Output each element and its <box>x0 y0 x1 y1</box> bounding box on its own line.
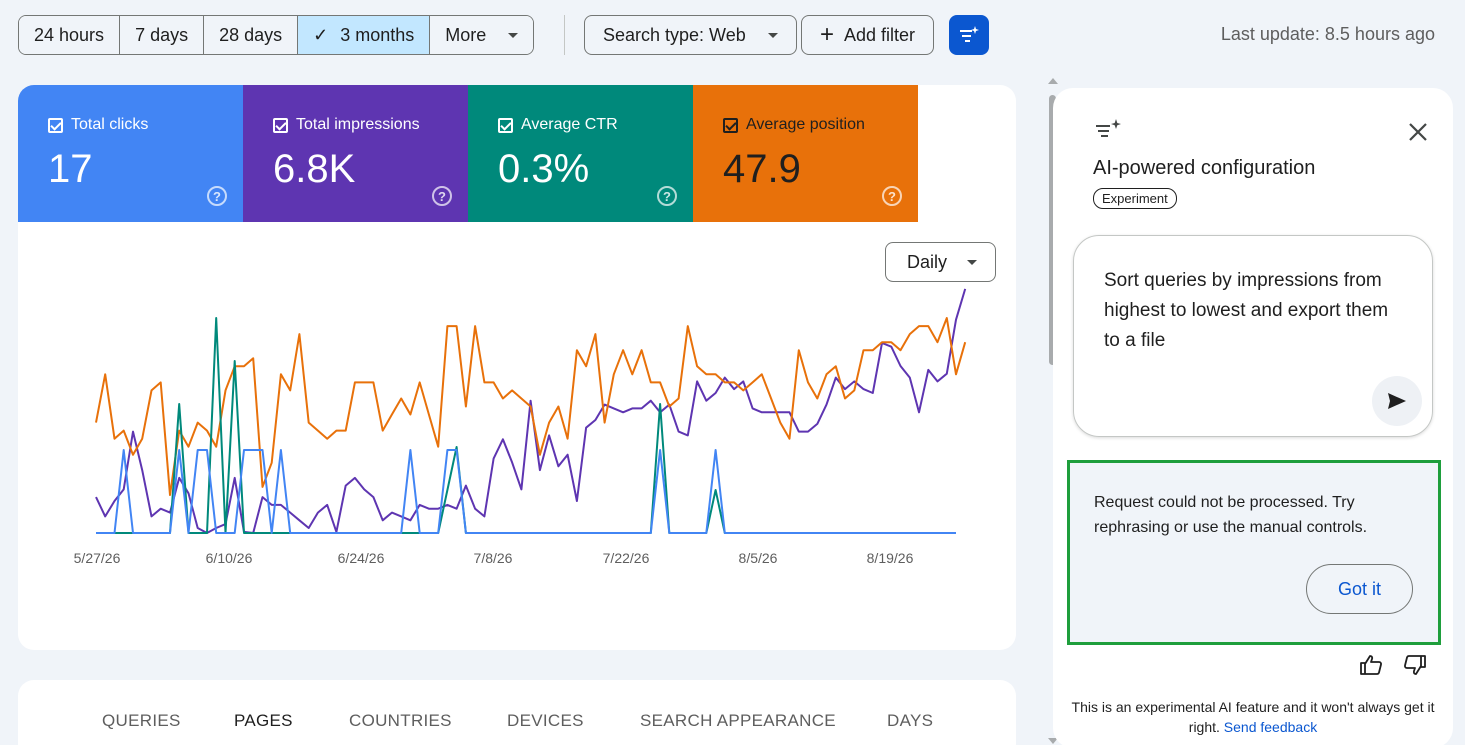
range-more-dropdown[interactable]: More <box>430 16 534 54</box>
scrollbar-thumb[interactable] <box>1049 95 1056 365</box>
x-tick-label: 8/19/26 <box>867 550 914 566</box>
thumbs-up-icon[interactable] <box>1359 654 1383 676</box>
help-icon[interactable]: ? <box>657 186 677 206</box>
metric-label: Total clicks <box>71 116 149 133</box>
experiment-badge: Experiment <box>1093 188 1177 209</box>
tab-pages[interactable]: PAGES <box>234 711 293 730</box>
tab-devices[interactable]: DEVICES <box>507 711 584 730</box>
range-label: 3 months <box>340 24 415 45</box>
series-line-total-clicks <box>96 449 956 534</box>
performance-chart: 5/27/26 6/10/26 6/24/26 7/8/26 7/22/26 8/5/26… <box>74 288 967 566</box>
granularity-label: Daily <box>907 251 948 272</box>
metric-average-ctr[interactable]: Average CTR 0.3% ? <box>468 85 693 222</box>
search-type-dropdown[interactable]: Search type: Web <box>584 15 797 55</box>
checkbox-icon <box>48 117 63 133</box>
x-tick-label: 6/24/26 <box>338 550 385 566</box>
got-it-button[interactable]: Got it <box>1306 564 1413 614</box>
x-tick-label: 5/27/26 <box>74 550 121 566</box>
ai-config-button[interactable] <box>949 15 989 55</box>
checkbox-icon <box>498 117 513 133</box>
tab-queries[interactable]: QUERIES <box>102 711 181 730</box>
metric-value: 6.8K <box>273 147 356 191</box>
tab-days[interactable]: DAYS <box>887 711 934 730</box>
caret-down-icon <box>508 32 519 38</box>
prompt-text[interactable]: Sort queries by impressions from highest… <box>1104 270 1389 351</box>
caret-down-icon <box>767 32 778 38</box>
range-7-days[interactable]: 7 days <box>120 16 205 54</box>
range-label: 24 hours <box>34 24 105 45</box>
prompt-input[interactable]: Sort queries by impressions from highest… <box>1073 235 1433 437</box>
error-message-box: Request could not be processed. Try reph… <box>1067 460 1441 645</box>
metric-value: 47.9 <box>723 147 801 191</box>
metric-value: 0.3% <box>498 147 590 191</box>
send-icon <box>1388 393 1406 409</box>
series-line-average-position <box>95 317 967 496</box>
disclaimer: This is an experimental AI feature and i… <box>1063 697 1443 737</box>
granularity-dropdown[interactable]: Daily <box>885 242 996 282</box>
x-tick-label: 6/10/26 <box>206 550 253 566</box>
checkbox-icon <box>723 117 738 133</box>
metric-total-clicks[interactable]: Total clicks 17 ? <box>18 85 243 222</box>
metric-average-position[interactable]: Average position 47.9 ? <box>693 85 918 222</box>
series-line-average-ctr <box>96 317 956 534</box>
x-tick-label: 8/5/26 <box>739 550 778 566</box>
range-label: 28 days <box>219 24 283 45</box>
tab-countries[interactable]: COUNTRIES <box>349 711 452 730</box>
range-label: 7 days <box>135 24 189 45</box>
x-tick-label: 7/22/26 <box>603 550 650 566</box>
send-feedback-link[interactable]: Send feedback <box>1223 719 1318 735</box>
send-button[interactable] <box>1372 376 1422 426</box>
disclaimer-text: This is an experimental AI feature and i… <box>1071 699 1435 735</box>
metric-label: Average position <box>746 116 865 133</box>
performance-card: Total clicks 17 ? Total impressions 6.8K… <box>18 85 1016 650</box>
thumbs-down-icon[interactable] <box>1403 654 1427 676</box>
date-range-selector: 24 hours 7 days 28 days ✓ 3 months More <box>18 15 535 55</box>
sparkle-filter-icon <box>960 26 979 42</box>
ai-config-panel: AI-powered configuration Experiment Sort… <box>1053 88 1453 745</box>
add-filter-label: Add filter <box>844 24 916 45</box>
metric-label: Total impressions <box>296 116 420 133</box>
help-icon[interactable]: ? <box>882 186 902 206</box>
search-type-label: Search type: Web <box>603 24 746 45</box>
x-tick-label: 7/8/26 <box>474 550 513 566</box>
range-3-months[interactable]: ✓ 3 months <box>298 16 431 54</box>
tab-search-appearance[interactable]: SEARCH APPEARANCE <box>640 711 836 730</box>
toolbar-divider <box>564 15 565 55</box>
series-line-total-impressions <box>95 288 967 534</box>
add-filter-button[interactable]: + Add filter <box>801 15 935 55</box>
panel-title: AI-powered configuration <box>1093 157 1316 179</box>
scroll-up-arrow-icon[interactable] <box>1048 78 1058 84</box>
metric-value: 17 <box>48 147 93 191</box>
metric-total-impressions[interactable]: Total impressions 6.8K ? <box>243 85 468 222</box>
help-icon[interactable]: ? <box>207 186 227 206</box>
check-icon: ✓ <box>313 24 329 45</box>
close-icon[interactable] <box>1407 121 1429 143</box>
error-message: Request could not be processed. Try reph… <box>1094 494 1368 536</box>
help-icon[interactable]: ? <box>432 186 452 206</box>
caret-down-icon <box>967 259 978 265</box>
plus-icon: + <box>820 21 835 48</box>
range-label: More <box>445 24 487 45</box>
checkbox-icon <box>273 117 288 133</box>
range-24-hours[interactable]: 24 hours <box>19 16 121 54</box>
scroll-down-arrow-icon[interactable] <box>1048 738 1058 744</box>
range-28-days[interactable]: 28 days <box>204 16 299 54</box>
last-update-text: Last update: 8.5 hours ago <box>1220 24 1435 44</box>
metric-label: Average CTR <box>521 116 618 133</box>
dimension-tabs: QUERIES PAGES COUNTRIES DEVICES SEARCH A… <box>18 680 1016 745</box>
sparkle-filter-icon <box>1096 119 1121 137</box>
